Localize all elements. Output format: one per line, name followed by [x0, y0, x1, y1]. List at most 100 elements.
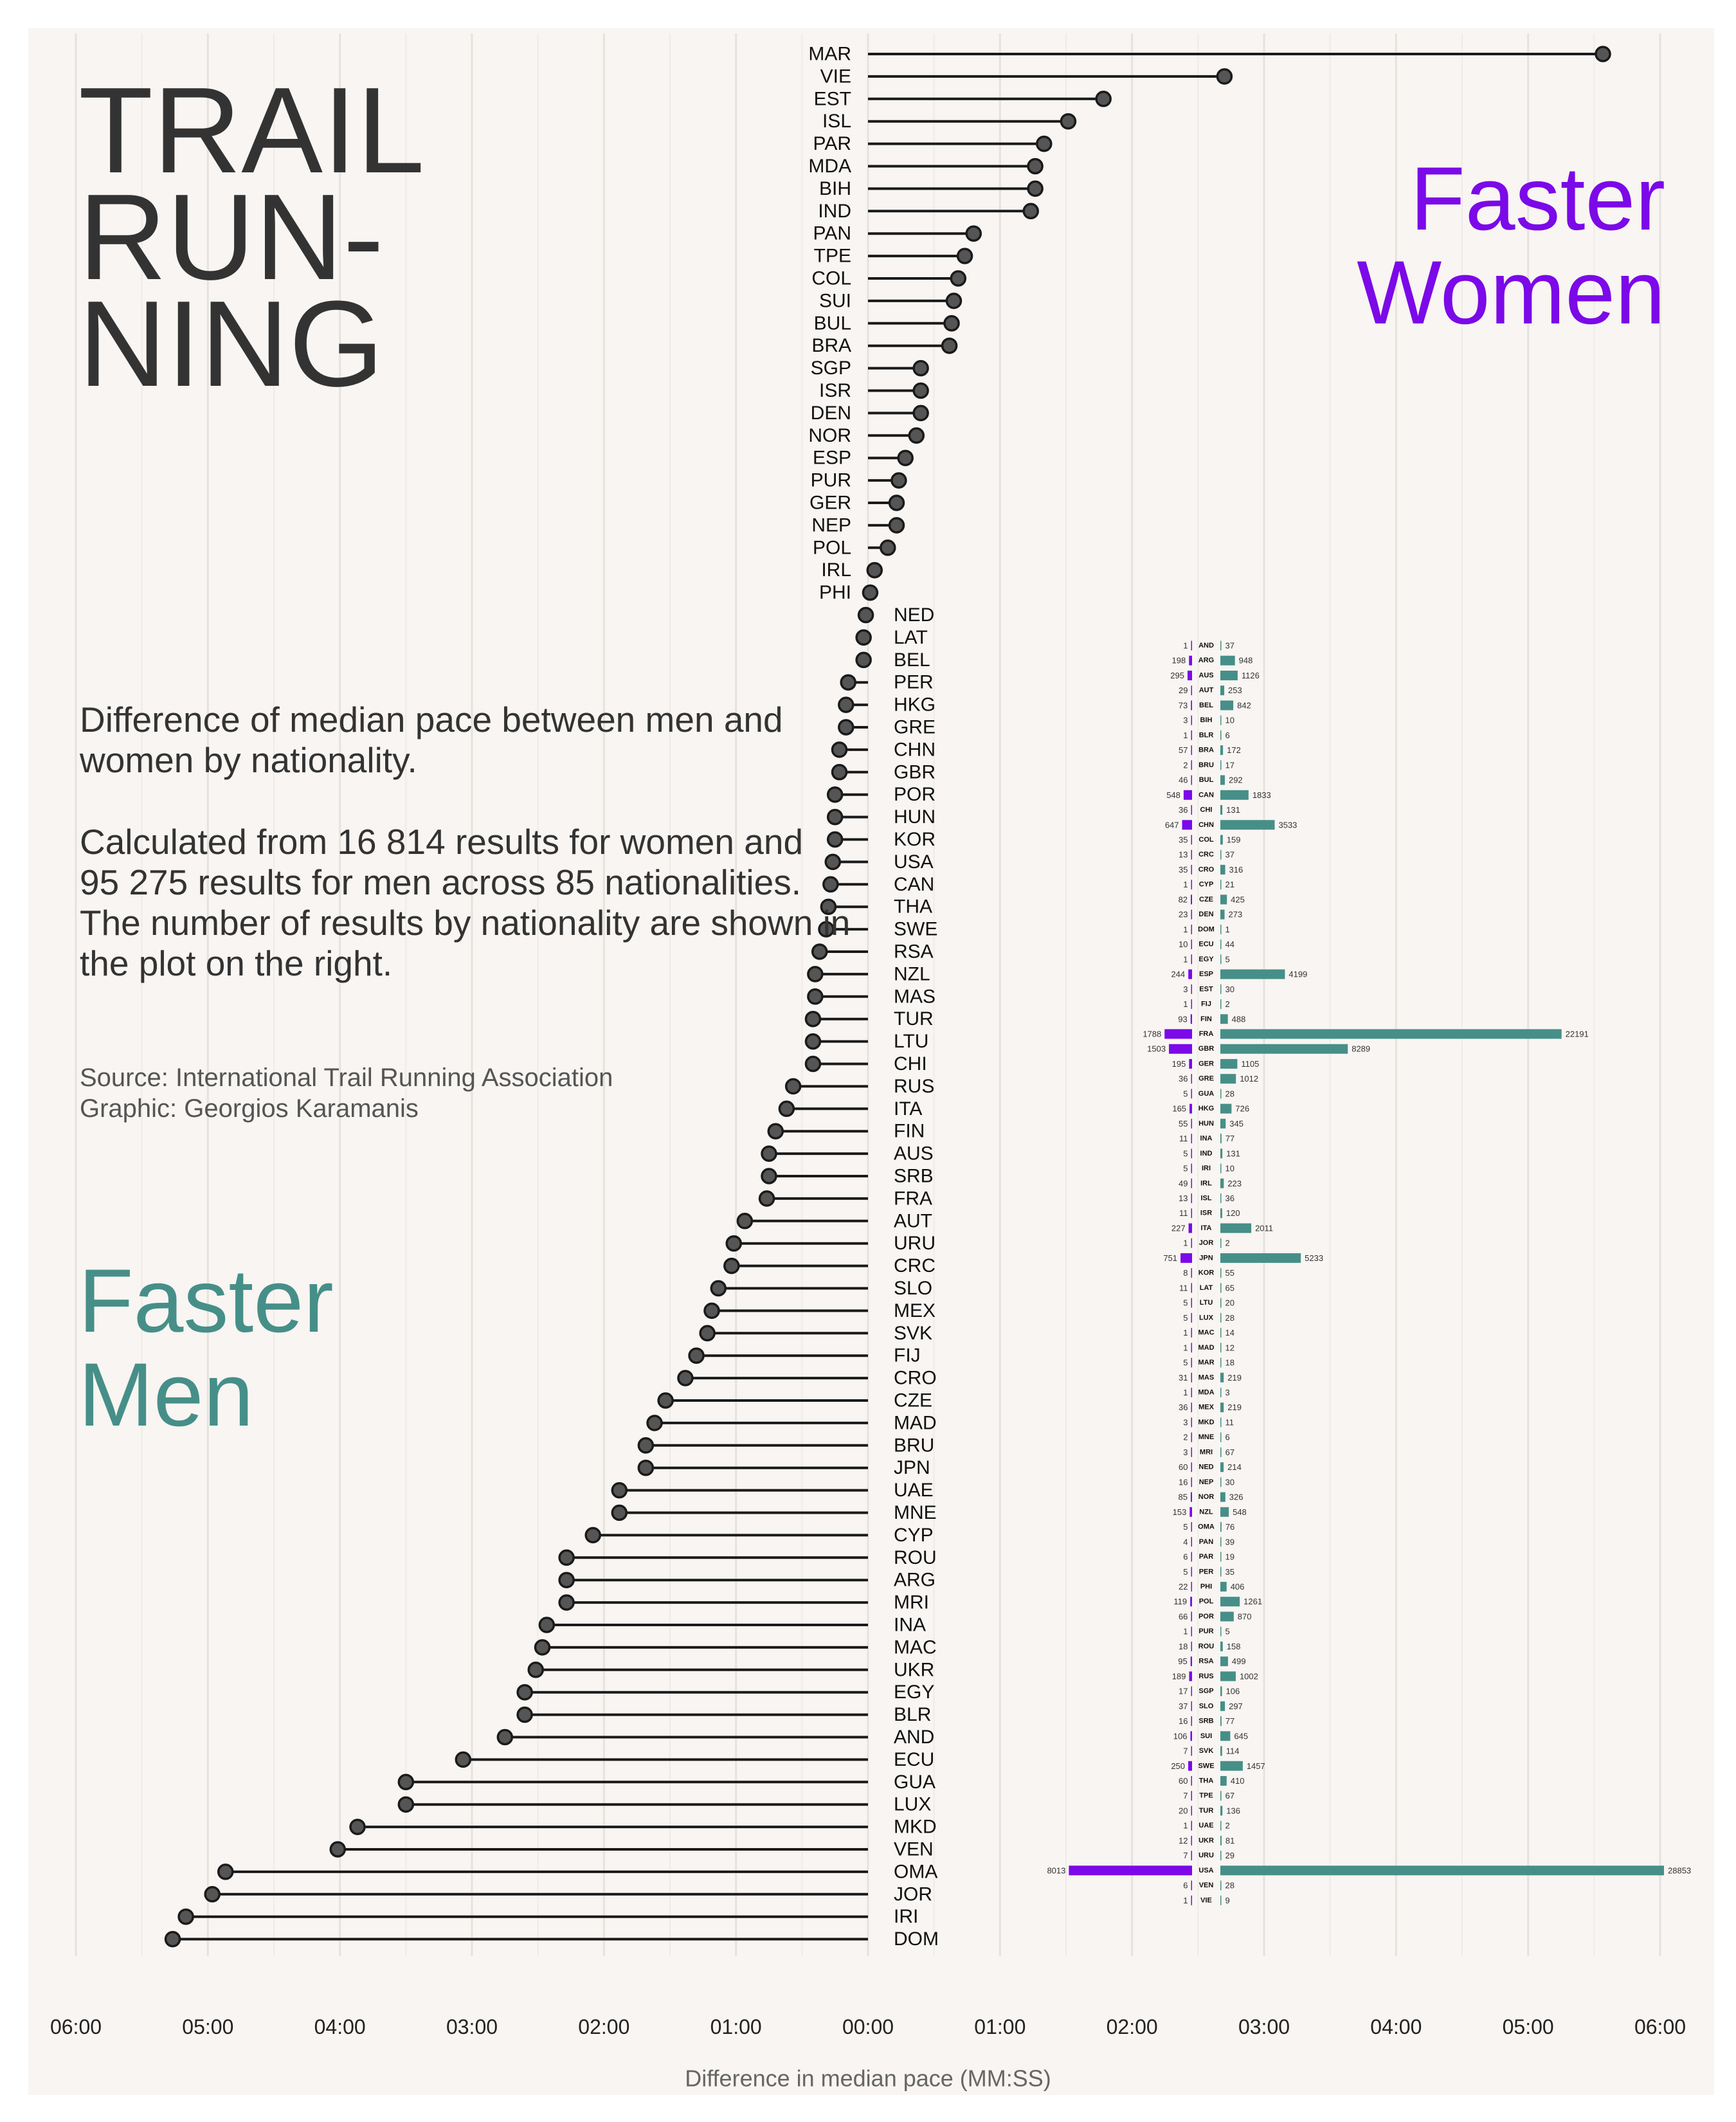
bar-country-label: FIJ — [1201, 1001, 1211, 1008]
country-label: TPE — [814, 246, 851, 267]
men-count-bar — [1220, 924, 1222, 934]
men-count-label: 18 — [1225, 1358, 1234, 1368]
men-count-label: 488 — [1232, 1014, 1246, 1024]
women-count-bar — [1191, 1806, 1192, 1816]
country-label: FIJ — [894, 1345, 921, 1366]
women-count-bar — [1191, 1895, 1192, 1905]
country-label: GBR — [894, 761, 936, 783]
lollipop-point — [177, 1908, 194, 1925]
men-count-bar — [1220, 1029, 1562, 1039]
men-count-label: 1457 — [1247, 1761, 1265, 1771]
women-count-bar — [1191, 1089, 1192, 1099]
lollipop-point — [688, 1347, 705, 1364]
women-count-label: 1 — [1183, 1238, 1188, 1248]
lollipop-point — [820, 898, 837, 915]
men-count-bar — [1220, 1641, 1223, 1651]
men-count-bar — [1220, 1148, 1223, 1159]
men-count-label: 28 — [1225, 1881, 1234, 1891]
men-count-label: 2 — [1225, 1821, 1230, 1831]
men-count-bar — [1220, 939, 1222, 950]
women-count-bar — [1190, 1014, 1192, 1024]
lollipop-point — [558, 1594, 575, 1611]
men-count-label: 219 — [1227, 1373, 1242, 1383]
country-label: MEX — [894, 1300, 936, 1321]
women-count-label: 6 — [1183, 1881, 1188, 1891]
lollipop-point — [611, 1504, 628, 1521]
women-count-bar — [1190, 1656, 1192, 1667]
women-count-bar — [1191, 745, 1192, 756]
men-count-bar — [1220, 1611, 1234, 1622]
women-count-label: 10 — [1179, 939, 1188, 949]
women-count-label: 1 — [1183, 954, 1188, 964]
men-count-bar — [1220, 849, 1222, 860]
bar-country-label: ARG — [1198, 657, 1214, 664]
lollipop-point — [956, 248, 973, 264]
men-count-bar — [1220, 1566, 1222, 1577]
men-count-label: 158 — [1227, 1642, 1241, 1651]
country-label: ESP — [813, 448, 851, 469]
men-count-label: 44 — [1225, 939, 1234, 949]
women-count-bar — [1188, 1761, 1192, 1771]
bar-country-label: MRI — [1200, 1448, 1213, 1456]
women-count-bar — [1169, 1044, 1192, 1054]
bar-country-label: CRC — [1198, 851, 1214, 858]
country-label: MAR — [808, 44, 851, 65]
women-count-label: 16 — [1179, 1716, 1188, 1726]
country-label: ARG — [894, 1570, 936, 1591]
x-axis: 06:00 05:00 04:00 03:00 02:00 01:00 00:00 01:00… — [50, 2015, 1686, 2092]
women-count-label: 5 — [1183, 1522, 1188, 1532]
men-count-label: 37 — [1225, 641, 1234, 651]
men-count-bar — [1220, 1671, 1236, 1682]
x-tick-label: 04:00 — [314, 2015, 366, 2038]
women-count-label: 5 — [1183, 1313, 1188, 1323]
bar-country-label: SUI — [1200, 1732, 1212, 1740]
women-count-bar — [1191, 1537, 1192, 1547]
bar-country-label: MEX — [1198, 1404, 1215, 1411]
bar-country-label: THA — [1199, 1777, 1214, 1784]
lollipop-point — [822, 876, 839, 893]
country-label: PUR — [811, 470, 851, 491]
women-count-label: 6 — [1183, 1552, 1188, 1562]
lollipop-point — [710, 1280, 727, 1297]
men-count-label: 3 — [1225, 1388, 1230, 1397]
lollipop-point — [840, 674, 856, 691]
bar-country-label: PUR — [1198, 1628, 1213, 1635]
country-label: MDA — [808, 156, 851, 177]
women-count-bar — [1191, 1686, 1192, 1696]
men-count-label: 77 — [1225, 1134, 1234, 1143]
lollipop-point — [831, 764, 848, 781]
men-count-label: 1 — [1225, 925, 1230, 934]
lollipop-point — [807, 988, 824, 1005]
men-count-label: 645 — [1234, 1731, 1248, 1741]
x-tick-label: 04:00 — [1370, 2015, 1422, 2038]
women-count-label: 35 — [1179, 865, 1188, 875]
men-count-bar — [1220, 1058, 1238, 1069]
country-label: NOR — [808, 425, 851, 446]
lollipop-point — [804, 1033, 822, 1050]
men-count-label: 131 — [1226, 805, 1240, 815]
women-count-bar — [1191, 999, 1192, 1010]
lollipop-point — [699, 1325, 716, 1342]
lollipop-point — [804, 1055, 822, 1073]
women-count-label: 36 — [1179, 805, 1188, 815]
lollipop-point — [897, 449, 914, 466]
men-count-bar — [1220, 1806, 1223, 1816]
men-count-bar — [1220, 1552, 1222, 1562]
country-label: CAN — [894, 874, 934, 895]
country-label: SWE — [894, 919, 937, 940]
women-count-bar — [1191, 1283, 1192, 1293]
women-count-bar — [1191, 640, 1192, 651]
men-count-label: 11 — [1225, 1417, 1234, 1427]
men-count-label: 2 — [1225, 1238, 1230, 1248]
bar-country-label: CZE — [1199, 896, 1213, 903]
plot-background — [28, 28, 1714, 2095]
women-count-label: 548 — [1166, 790, 1180, 800]
bar-country-label: NOR — [1198, 1493, 1215, 1501]
lollipop-point — [784, 1078, 802, 1095]
lollipop-point — [329, 1841, 346, 1858]
men-count-bar — [1220, 1432, 1222, 1442]
men-count-bar — [1220, 1835, 1222, 1845]
women-count-label: 7 — [1183, 1851, 1188, 1860]
lollipop-point — [855, 651, 872, 669]
